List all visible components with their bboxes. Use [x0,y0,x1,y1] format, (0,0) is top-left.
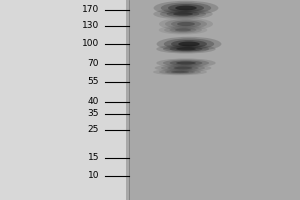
Text: 25: 25 [88,126,99,134]
Text: 55: 55 [88,77,99,86]
Text: 40: 40 [88,98,99,106]
Ellipse shape [173,67,193,69]
Ellipse shape [159,18,213,30]
Ellipse shape [177,22,195,26]
Ellipse shape [175,28,191,31]
Ellipse shape [159,69,201,75]
Ellipse shape [159,25,207,34]
Text: 10: 10 [88,171,99,180]
Text: 130: 130 [82,21,99,30]
Ellipse shape [153,69,207,75]
Ellipse shape [163,46,209,52]
Ellipse shape [154,1,218,15]
Ellipse shape [169,27,196,32]
Ellipse shape [169,60,202,66]
Ellipse shape [171,71,189,73]
Ellipse shape [171,21,201,27]
Ellipse shape [164,38,214,50]
Text: 100: 100 [82,40,99,48]
Text: 170: 170 [82,5,99,15]
Ellipse shape [171,40,207,48]
Ellipse shape [161,65,205,71]
Text: 15: 15 [88,154,99,162]
Ellipse shape [160,10,206,18]
FancyBboxPatch shape [126,0,300,200]
Ellipse shape [161,2,211,14]
Ellipse shape [169,46,202,51]
Ellipse shape [168,4,204,12]
Ellipse shape [156,45,216,53]
Text: 35: 35 [88,109,99,118]
Ellipse shape [176,62,196,64]
Ellipse shape [176,47,196,50]
Ellipse shape [164,26,202,33]
Ellipse shape [178,42,200,46]
FancyBboxPatch shape [0,0,126,200]
Text: 70: 70 [88,60,99,68]
Ellipse shape [153,9,213,19]
Ellipse shape [173,12,193,16]
Ellipse shape [167,66,199,70]
Ellipse shape [157,37,221,51]
Ellipse shape [163,60,209,66]
Ellipse shape [155,64,211,72]
Ellipse shape [156,58,216,68]
Ellipse shape [165,19,207,29]
Ellipse shape [165,70,195,74]
Ellipse shape [175,6,197,10]
Ellipse shape [167,11,200,17]
